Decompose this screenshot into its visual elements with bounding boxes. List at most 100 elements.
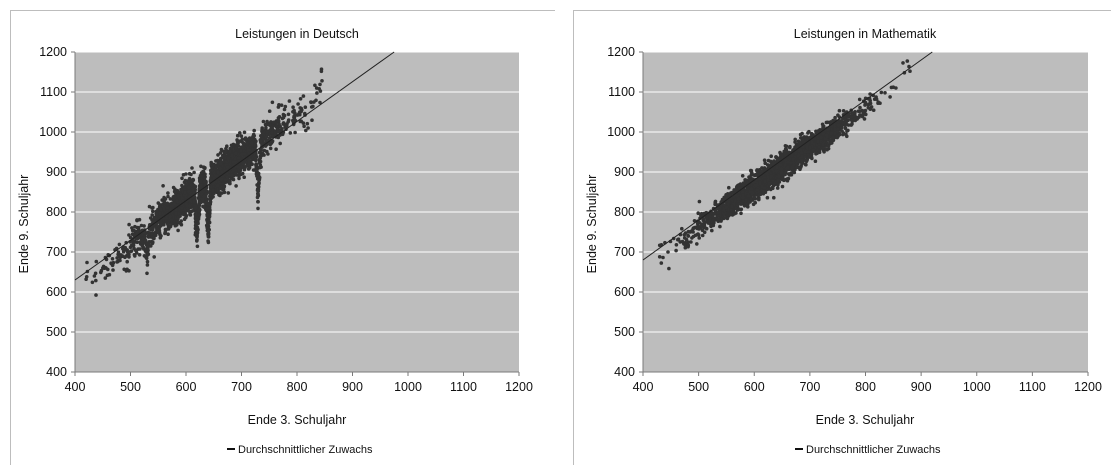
scatter-point [137, 235, 141, 239]
scatter-point [216, 153, 220, 157]
scatter-point [769, 174, 774, 179]
scatter-point [94, 278, 98, 283]
scatter-point [151, 205, 155, 210]
scatter-point [268, 123, 272, 127]
scatter-point [233, 151, 238, 156]
scatter-point [248, 138, 253, 142]
scatter-point [192, 195, 197, 199]
scatter-point [779, 171, 783, 175]
scatter-point [247, 161, 251, 165]
scatter-point [183, 190, 187, 195]
y-axis-label: Ende 9. Schuljahr [17, 175, 31, 274]
scatter-point [166, 226, 171, 231]
scatter-point [255, 167, 259, 171]
scatter-point [786, 165, 790, 170]
scatter-point [225, 174, 229, 178]
scatter-point [828, 141, 833, 146]
scatter-point [705, 216, 709, 220]
scatter-point [666, 250, 670, 254]
scatter-point [270, 131, 274, 135]
scatter-point [218, 193, 222, 198]
scatter-point [90, 280, 95, 285]
scatter-point [126, 253, 130, 257]
scatter-point [155, 212, 159, 216]
scatter-point [774, 169, 779, 173]
scatter-point [163, 230, 168, 234]
scatter-point [769, 154, 773, 158]
scatter-point [760, 169, 764, 174]
scatter-point [772, 182, 777, 186]
scatter-point [757, 197, 761, 202]
scatter-point [187, 188, 191, 193]
scatter-point [281, 112, 286, 117]
scatter-point [790, 165, 795, 170]
scatter-point [103, 265, 108, 270]
scatter-point [217, 191, 222, 195]
scatter-point [117, 258, 121, 263]
scatter-point [229, 176, 233, 181]
scatter-point [256, 184, 261, 188]
scatter-point [783, 172, 787, 177]
scatter-point [799, 151, 804, 155]
scatter-point [278, 141, 283, 146]
scatter-point [866, 103, 871, 107]
scatter-point [187, 176, 192, 181]
scatter-point [783, 158, 788, 162]
scatter-point [210, 174, 214, 178]
scatter-point [204, 192, 208, 196]
scatter-point [215, 158, 220, 163]
scatter-point [127, 222, 131, 227]
scatter-point [762, 158, 767, 162]
scatter-point [905, 59, 910, 63]
x-tick-label: 900 [342, 380, 363, 394]
y-tick-label: 800 [46, 205, 67, 219]
scatter-point [205, 213, 210, 218]
scatter-point [259, 153, 264, 158]
scatter-point [713, 202, 717, 206]
scatter-point [230, 173, 234, 178]
scatter-point [257, 181, 261, 185]
scatter-point [151, 219, 155, 224]
scatter-point [703, 225, 707, 230]
scatter-point [180, 206, 184, 210]
scatter-point [286, 118, 291, 122]
scatter-point [142, 231, 147, 235]
scatter-point [225, 165, 230, 169]
scatter-point [175, 198, 179, 202]
scatter-point [740, 182, 744, 187]
scatter-point [833, 131, 837, 136]
scatter-point [117, 242, 122, 247]
scatter-point [783, 144, 788, 148]
x-tick-label: 1000 [963, 380, 991, 394]
scatter-point [183, 178, 188, 183]
scatter-point [689, 240, 693, 244]
scatter-point [702, 223, 707, 227]
scatter-point [831, 138, 835, 143]
scatter-point [211, 181, 216, 186]
scatter-point [180, 183, 184, 188]
scatter-point [697, 199, 702, 204]
scatter-point [318, 100, 322, 105]
x-tick-label: 700 [799, 380, 820, 394]
scatter-point [153, 232, 158, 237]
scatter-point [139, 223, 144, 228]
scatter-point [247, 165, 252, 170]
scatter-point [150, 213, 154, 217]
scatter-point [291, 105, 295, 109]
x-tick-label: 500 [688, 380, 709, 394]
chart-frame-deutsch [10, 10, 555, 465]
scatter-point [220, 148, 224, 152]
scatter-point [843, 126, 848, 130]
x-tick-label: 800 [287, 380, 308, 394]
scatter-point [288, 131, 293, 135]
x-tick-label: 800 [855, 380, 876, 394]
x-tick-label: 900 [911, 380, 932, 394]
scatter-point [804, 137, 809, 141]
x-tick-label: 1100 [1019, 380, 1046, 394]
scatter-point [196, 208, 201, 213]
scatter-point [206, 239, 210, 243]
scatter-point [799, 148, 803, 152]
scatter-point [257, 160, 262, 164]
scatter-point [222, 190, 227, 195]
